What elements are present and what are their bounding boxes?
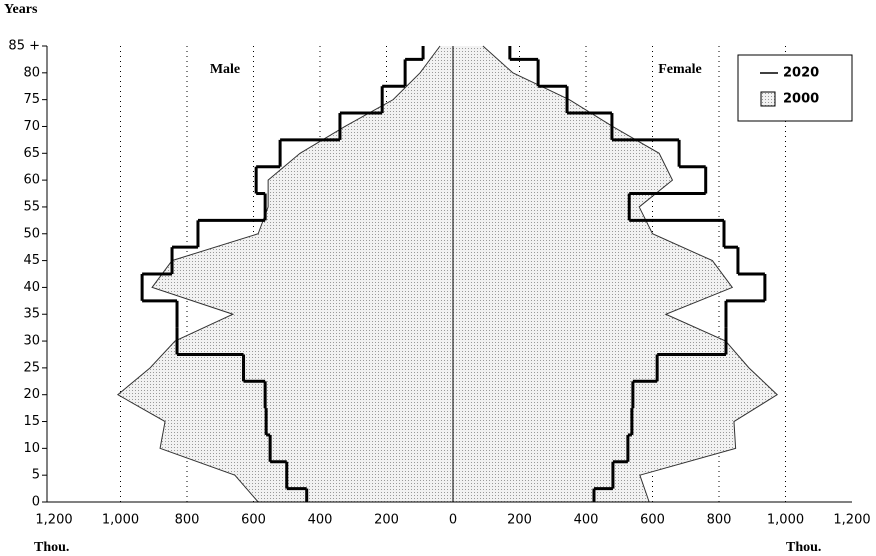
x-axis-label-right: Thou.: [786, 540, 821, 555]
legend-box: [737, 54, 853, 122]
area-fill: [117, 46, 453, 502]
y-tick-label: 55: [23, 199, 40, 214]
y-tick-label: 30: [23, 334, 40, 349]
y-axis-label: Years: [4, 2, 38, 17]
y-tick-label: 80: [23, 65, 40, 80]
legend-swatch: [760, 91, 776, 107]
x-tick-label: 200: [374, 513, 399, 528]
female-label: Female: [658, 62, 702, 77]
legend: 2020 2000: [737, 54, 853, 122]
x-tick-label: 0: [449, 513, 457, 528]
x-tick-label: 800: [175, 513, 200, 528]
x-tick-label: 400: [308, 513, 333, 528]
y-tick-label: 5: [32, 468, 40, 483]
y-tick-label: 75: [23, 92, 40, 107]
x-tick-label: 1,000: [102, 513, 139, 528]
x-tick-label: 1,200: [833, 513, 870, 528]
y-tick-label: 15: [23, 414, 40, 429]
y-tick-label: 40: [23, 280, 40, 295]
y-tick-label: 45: [23, 253, 40, 268]
legend-label: 2020: [783, 66, 819, 81]
y-tick-label: 70: [23, 119, 40, 134]
x-tick-label: 600: [640, 513, 665, 528]
area-fill: [453, 46, 778, 502]
male-label: Male: [210, 62, 240, 77]
legend-label: 2000: [783, 92, 819, 107]
x-tick-label: 400: [574, 513, 599, 528]
y-tick-label: 25: [23, 360, 40, 375]
x-axis-label-left: Thou.: [34, 540, 69, 555]
y-tick-label: 35: [23, 307, 40, 322]
x-tick-label: 1,200: [35, 513, 72, 528]
x-tick-label: 1,000: [767, 513, 804, 528]
x-tick-label: 800: [707, 513, 732, 528]
area-outline: [482, 45, 779, 503]
y-tick-label: 65: [23, 146, 40, 161]
y-tick-label: 0: [32, 495, 40, 510]
x-tick-label: 200: [507, 513, 532, 528]
y-tick-label: 50: [23, 226, 40, 241]
y-tick-label: 60: [23, 173, 40, 188]
y-tick-label: 85 +: [8, 39, 40, 54]
x-tick-label: 600: [241, 513, 266, 528]
y-tick-label: 20: [23, 387, 40, 402]
y-tick-label: 10: [23, 441, 40, 456]
